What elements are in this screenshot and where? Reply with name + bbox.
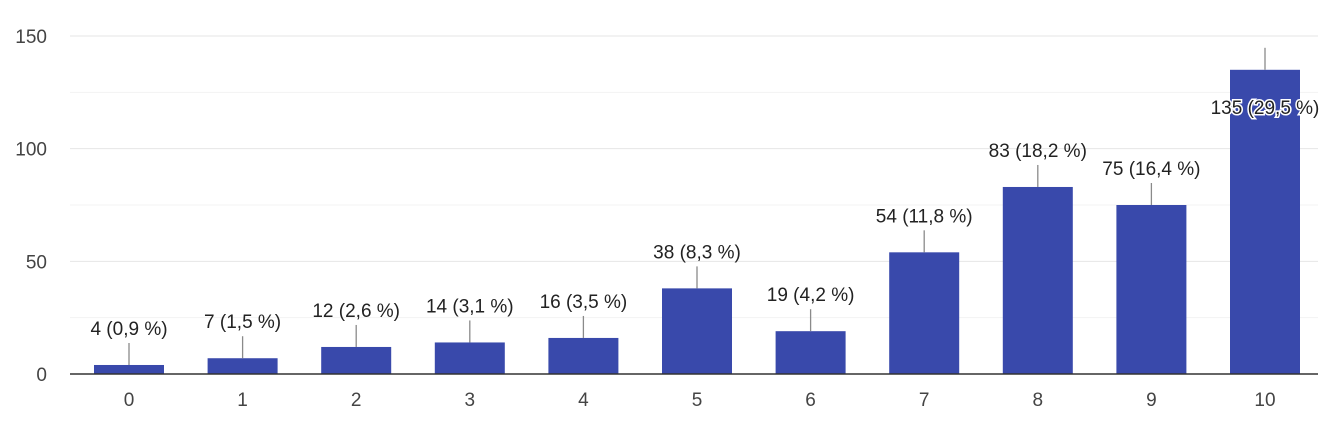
bar	[775, 331, 846, 374]
x-tick-label: 10	[1254, 390, 1275, 411]
bar	[434, 342, 505, 374]
data-label: 38 (8,3 %)	[653, 242, 741, 263]
grid-lines	[70, 35, 1318, 319]
bar	[889, 252, 960, 374]
x-tick-label: 8	[1033, 390, 1044, 411]
bar	[1230, 69, 1300, 375]
bar	[207, 358, 278, 374]
data-label: 12 (2,6 %)	[312, 301, 400, 322]
y-tick-label: 0	[36, 365, 47, 386]
x-tick-label: 9	[1146, 390, 1157, 411]
x-tick-label: 4	[578, 390, 589, 411]
data-label: 135 (29,5 %)	[1211, 98, 1320, 119]
x-tick-label: 2	[351, 390, 362, 411]
x-tick-label: 5	[692, 390, 703, 411]
data-label: 83 (18,2 %)	[989, 141, 1087, 162]
data-label: 75 (16,4 %)	[1102, 159, 1200, 180]
data-label: 14 (3,1 %)	[426, 296, 514, 317]
y-tick-label: 50	[26, 252, 47, 273]
bar	[548, 337, 619, 374]
y-tick-label: 100	[15, 140, 47, 161]
x-tick-label: 7	[919, 390, 930, 411]
y-tick-label: 150	[15, 27, 47, 48]
x-tick-label: 3	[465, 390, 476, 411]
bars	[94, 69, 1300, 375]
data-label-leaders	[128, 47, 1266, 365]
data-labels: 4 (0,9 %) 7 (1,5 %) 12 (2,6 %) 14 (3,1 %) 16…	[90, 96, 1320, 340]
y-axis-tick-labels: 0 50 100 150	[15, 27, 47, 386]
bar	[1116, 205, 1187, 374]
x-tick-label: 1	[237, 390, 248, 411]
x-tick-label: 6	[805, 390, 816, 411]
bar	[1002, 186, 1073, 374]
x-axis-tick-labels: 0 1 2 3 4 5 6 7 8 9 10	[124, 390, 1276, 411]
data-label: 16 (3,5 %)	[540, 292, 628, 313]
bar	[321, 346, 392, 374]
data-label: 7 (1,5 %)	[204, 312, 281, 333]
data-label: 4 (0,9 %)	[90, 319, 167, 340]
x-tick-label: 0	[124, 390, 135, 411]
bar	[94, 364, 164, 374]
bar	[662, 288, 732, 374]
data-label: 19 (4,2 %)	[767, 285, 855, 306]
data-label: 54 (11,8 %)	[876, 206, 973, 227]
